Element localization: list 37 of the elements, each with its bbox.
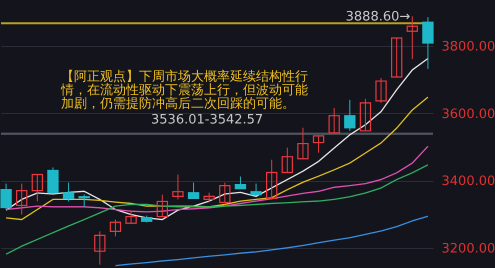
candlestick [250,183,262,196]
candlestick [47,166,59,194]
band-label: 3536.01-3542.57 [151,112,264,128]
candlestick [390,37,402,78]
candlestick [234,176,246,190]
candlestick [0,183,12,210]
y-tick-label: 3400.00 [442,174,496,190]
line-series [5,164,429,255]
y-tick-label: 3800.00 [442,40,496,55]
candlestick [204,192,215,203]
candlestick [344,99,356,132]
candlestick [172,174,184,200]
candlestick [94,230,106,266]
candlestick [110,219,122,237]
candlestick [312,135,324,154]
line-series [114,216,429,266]
line-series [5,58,429,220]
candlestick [219,182,230,204]
candlestick [297,127,309,160]
annotation: 【阿正观点】下周市场大概率延续结构性行情，在流动性驱动下震荡上行，但波动可能加剧，仍需提防冲高后二次回踩的可能。 [60,68,308,112]
candlestick [266,159,278,199]
candlestick [125,211,137,224]
candlestick [78,194,90,208]
candlestick [375,78,387,104]
candlestick [62,182,74,202]
candlestick [32,174,44,202]
candlestick [156,194,168,218]
line-series [5,96,429,220]
candlestick [16,183,28,216]
candlestick [422,16,434,70]
annotation: 3888.60→ [346,9,410,24]
candlestick [328,107,340,134]
candlestick [188,182,200,199]
y-tick-label: 3200.00 [442,241,496,256]
y-tick-label: 3600.00 [442,106,496,122]
candlestick [282,147,293,174]
candlestick [360,98,372,132]
